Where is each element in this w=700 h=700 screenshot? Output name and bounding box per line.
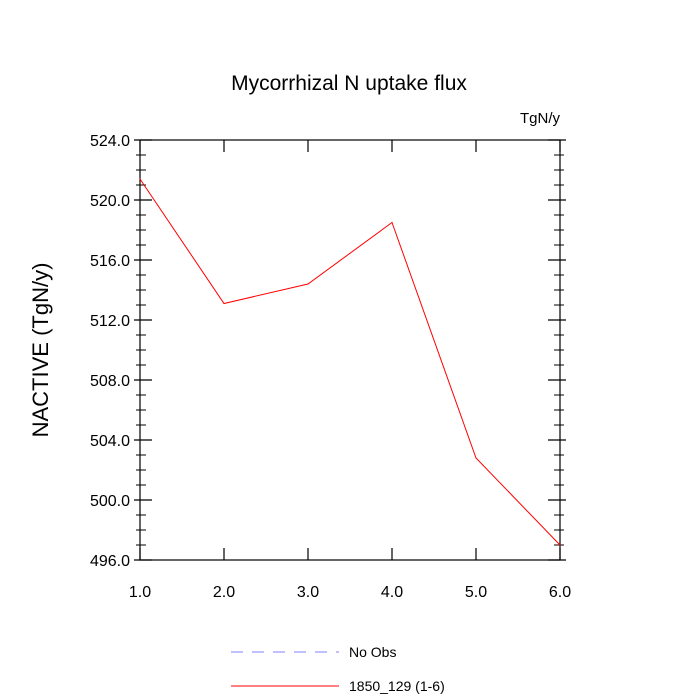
y-tick-label: 496.0 [90,553,130,570]
y-tick-label: 500.0 [90,493,130,510]
data-point [307,283,309,285]
y-tick-label: 520.0 [90,193,130,210]
x-tick-label: 5.0 [465,584,487,601]
y-axis-label: NACTIVE (TgN/y) [28,263,53,438]
x-tick-label: 1.0 [129,584,151,601]
series-line [139,178,561,546]
y-tick-label: 524.0 [90,133,130,150]
data-point [139,178,141,180]
x-tick-label: 2.0 [213,584,235,601]
data-point [223,302,225,305]
chart-title: Mycorrhizal N uptake flux [231,72,467,95]
axis-tick-labels: 1.0 2.0 3.0 4.0 5.0 6.0 496.0 500.0 504.0 508.0 51… [90,133,571,601]
series-group [139,178,561,546]
legend-label: No Obs [349,644,396,660]
y-tick-label: 508.0 [90,373,130,390]
data-point [559,544,561,546]
plot-frame [139,139,561,561]
legend-label: 1850_129 (1-6) [349,678,445,694]
y-tick-label: 504.0 [90,433,130,450]
data-point [475,457,477,459]
x-tick-label: 6.0 [549,584,571,601]
data-point [391,221,393,224]
y-tick-label: 516.0 [90,253,130,270]
units-label: TgN/y [520,110,561,127]
y-tick-label: 512.0 [90,313,130,330]
x-tick-label: 4.0 [381,584,403,601]
legend: No Obs 1850_129 (1-6) [231,644,445,694]
axis-ticks [134,139,566,561]
x-tick-label: 3.0 [297,584,319,601]
